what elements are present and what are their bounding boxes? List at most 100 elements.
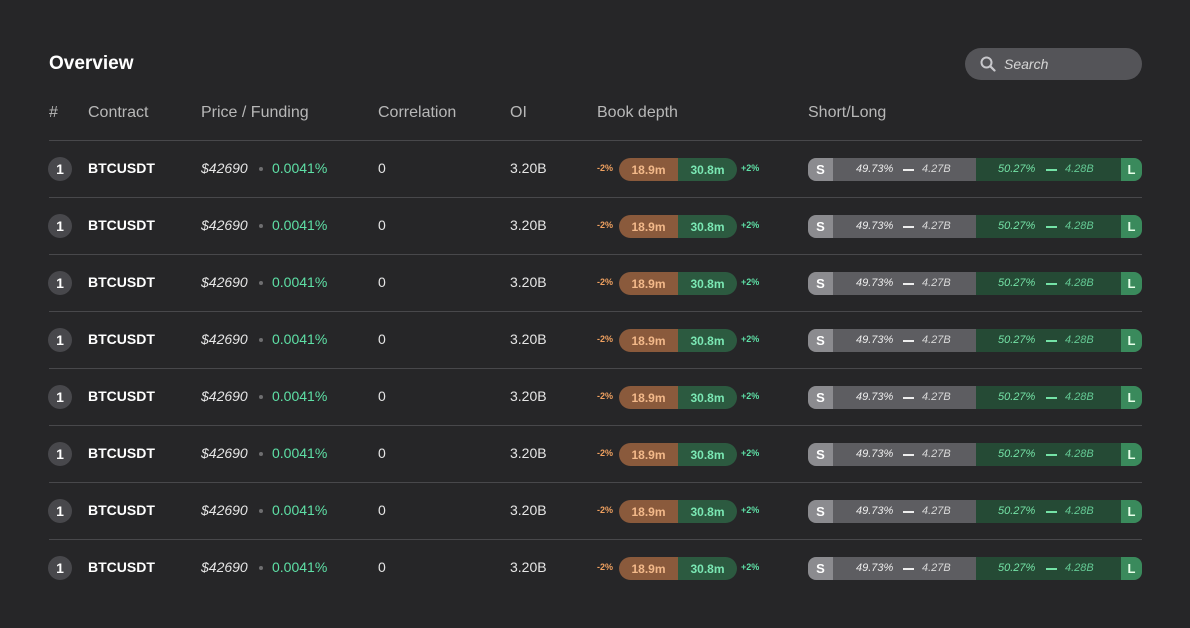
contract-name[interactable]: BTCUSDT	[88, 502, 155, 518]
short-long-bar: S 49.73% 4.27B 50.27% 4.28B L	[808, 329, 1142, 352]
table-row[interactable]: 1 BTCUSDT $42690 0.0041% 0 3.20B -2% 18.9m 30.8m…	[0, 198, 1190, 255]
table-row[interactable]: 1 BTCUSDT $42690 0.0041% 0 3.20B -2% 18.9m 30.8m…	[0, 426, 1190, 483]
rank-badge: 1	[48, 499, 72, 523]
long-dash	[1046, 454, 1057, 456]
funding-rate: 0.0041%	[272, 388, 328, 404]
table-row[interactable]: 1 BTCUSDT $42690 0.0041% 0 3.20B -2% 18.9m 30.8m…	[0, 141, 1190, 198]
long-cap: L	[1121, 215, 1142, 238]
divider	[49, 482, 1142, 483]
open-interest-value: 3.20B	[510, 217, 547, 233]
table-row[interactable]: 1 BTCUSDT $42690 0.0041% 0 3.20B -2% 18.9m 30.8m…	[0, 540, 1190, 597]
book-depth-bar: 18.9m 30.8m	[619, 329, 737, 352]
long-cap: L	[1121, 329, 1142, 352]
long-value: 4.28B	[1065, 448, 1094, 460]
contract-name[interactable]: BTCUSDT	[88, 445, 155, 461]
correlation-value: 0	[378, 331, 386, 347]
column-header-rank[interactable]: #	[49, 104, 58, 121]
long-percent: 50.27%	[998, 334, 1036, 346]
book-depth-ask: 30.8m	[678, 443, 737, 466]
book-depth-neg-label: -2%	[597, 448, 614, 458]
divider	[49, 368, 1142, 369]
rank-badge: 1	[48, 271, 72, 295]
price-value: $42690	[201, 331, 248, 347]
price-value: $42690	[201, 502, 248, 518]
price-value: $42690	[201, 388, 248, 404]
short-percent: 49.73%	[856, 334, 894, 346]
table-header: # Contract Price / Funding Correlation O…	[0, 104, 1190, 124]
price-value: $42690	[201, 217, 248, 233]
open-interest-value: 3.20B	[510, 502, 547, 518]
contract-name[interactable]: BTCUSDT	[88, 559, 155, 575]
long-cap: L	[1121, 272, 1142, 295]
long-cap: L	[1121, 386, 1142, 409]
long-cap: L	[1121, 557, 1142, 580]
search-icon	[980, 56, 996, 72]
contract-name[interactable]: BTCUSDT	[88, 160, 155, 176]
rank-badge: 1	[48, 556, 72, 580]
book-depth-bid: 18.9m	[619, 329, 678, 352]
correlation-value: 0	[378, 445, 386, 461]
divider	[49, 254, 1142, 255]
table-row[interactable]: 1 BTCUSDT $42690 0.0041% 0 3.20B -2% 18.9m 30.8m…	[0, 255, 1190, 312]
correlation-value: 0	[378, 274, 386, 290]
long-cap: L	[1121, 158, 1142, 181]
column-header-contract[interactable]: Contract	[88, 104, 149, 121]
contract-name[interactable]: BTCUSDT	[88, 388, 155, 404]
short-percent: 49.73%	[856, 220, 894, 232]
book-depth-bid: 18.9m	[619, 443, 678, 466]
short-cap: S	[808, 557, 833, 580]
short-percent: 49.73%	[856, 562, 894, 574]
funding-rate: 0.0041%	[272, 217, 328, 233]
long-dash	[1046, 340, 1057, 342]
long-dash	[1046, 511, 1057, 513]
rank-badge: 1	[48, 385, 72, 409]
column-header-oi[interactable]: OI	[510, 104, 527, 121]
table-row[interactable]: 1 BTCUSDT $42690 0.0041% 0 3.20B -2% 18.9m 30.8m…	[0, 369, 1190, 426]
short-dash	[903, 340, 914, 342]
book-depth-neg-label: -2%	[597, 163, 614, 173]
search-box[interactable]	[965, 48, 1142, 80]
separator-dot	[259, 338, 263, 342]
book-depth-bar: 18.9m 30.8m	[619, 215, 737, 238]
book-depth-pos-label: +2%	[741, 334, 760, 344]
search-input[interactable]	[1004, 56, 1124, 72]
contract-name[interactable]: BTCUSDT	[88, 331, 155, 347]
short-value: 4.27B	[922, 277, 951, 289]
book-depth-bar: 18.9m 30.8m	[619, 500, 737, 523]
table-row[interactable]: 1 BTCUSDT $42690 0.0041% 0 3.20B -2% 18.9m 30.8m…	[0, 312, 1190, 369]
correlation-value: 0	[378, 160, 386, 176]
book-depth-pos-label: +2%	[741, 163, 760, 173]
price-value: $42690	[201, 445, 248, 461]
long-percent: 50.27%	[998, 277, 1036, 289]
contract-name[interactable]: BTCUSDT	[88, 274, 155, 290]
page-title: Overview	[49, 53, 134, 74]
divider	[49, 425, 1142, 426]
column-header-correlation[interactable]: Correlation	[378, 104, 457, 121]
open-interest-value: 3.20B	[510, 274, 547, 290]
column-header-book-depth[interactable]: Book depth	[597, 104, 678, 121]
funding-rate: 0.0041%	[272, 274, 328, 290]
column-header-price-funding[interactable]: Price / Funding	[201, 104, 309, 121]
book-depth-bid: 18.9m	[619, 557, 678, 580]
book-depth-bar: 18.9m 30.8m	[619, 272, 737, 295]
column-header-short-long[interactable]: Short/Long	[808, 104, 887, 121]
book-depth-pos-label: +2%	[741, 391, 760, 401]
book-depth-ask: 30.8m	[678, 158, 737, 181]
separator-dot	[259, 224, 263, 228]
separator-dot	[259, 281, 263, 285]
contract-name[interactable]: BTCUSDT	[88, 217, 155, 233]
long-percent: 50.27%	[998, 163, 1036, 175]
short-long-bar: S 49.73% 4.27B 50.27% 4.28B L	[808, 215, 1142, 238]
short-percent: 49.73%	[856, 448, 894, 460]
book-depth-pos-label: +2%	[741, 505, 760, 515]
short-cap: S	[808, 272, 833, 295]
long-dash	[1046, 169, 1057, 171]
table-row[interactable]: 1 BTCUSDT $42690 0.0041% 0 3.20B -2% 18.9m 30.8m…	[0, 483, 1190, 540]
long-dash	[1046, 283, 1057, 285]
short-value: 4.27B	[922, 334, 951, 346]
long-value: 4.28B	[1065, 277, 1094, 289]
book-depth-bid: 18.9m	[619, 386, 678, 409]
long-dash	[1046, 568, 1057, 570]
correlation-value: 0	[378, 217, 386, 233]
short-long-bar: S 49.73% 4.27B 50.27% 4.28B L	[808, 272, 1142, 295]
